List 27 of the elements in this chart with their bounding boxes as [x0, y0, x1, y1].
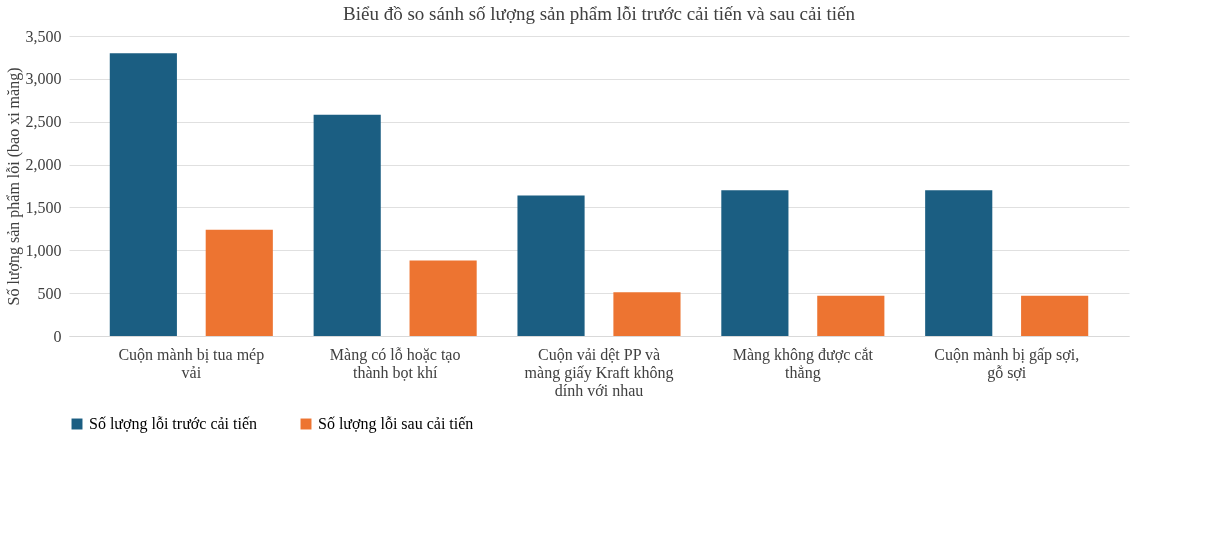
bar [109, 53, 177, 336]
bar [1021, 295, 1089, 336]
bar [517, 195, 585, 336]
x-tick-label: Màng có lỗ hoặc tạo thành bọt khí [329, 345, 461, 381]
legend-label: Số lượng lỗi sau cải tiến [318, 415, 474, 433]
chart-title: Biểu đồ so sánh số lượng sản phẩm lỗi trước cải tiến và sau cải tiến [343, 3, 856, 24]
y-tick-label: 2,500 [25, 113, 62, 131]
y-tick-label: 2,000 [25, 156, 62, 174]
bar [205, 229, 273, 336]
x-tick-label: Màng không được cắt thẳng [732, 345, 874, 382]
y-tick-label: 1,500 [25, 198, 62, 216]
bar [817, 295, 885, 336]
x-tick-label: Cuộn mành bị tua mép vải [118, 345, 265, 381]
y-tick-label: 1,000 [25, 241, 62, 259]
bar [925, 190, 993, 336]
y-tick-label: 0 [53, 327, 62, 345]
x-tick-label: Cuộn vải dệt PP và màng giấy Kraft không dính với nhau [524, 345, 674, 399]
y-axis-title: Số lượng sản phẩm lỗi (bao xi măng) [4, 67, 23, 306]
legend-label: Số lượng lỗi trước cải tiến [89, 415, 258, 433]
y-tick-label: 3,000 [25, 70, 62, 88]
bar [409, 260, 477, 336]
bar [721, 190, 789, 336]
y-tick-label: 3,500 [25, 27, 62, 45]
y-tick-label: 500 [37, 284, 62, 302]
x-tick-label: Cuộn mành bị gấp sợi, gỗ sợi [934, 345, 1080, 382]
bar [613, 292, 681, 336]
bar [313, 114, 381, 336]
